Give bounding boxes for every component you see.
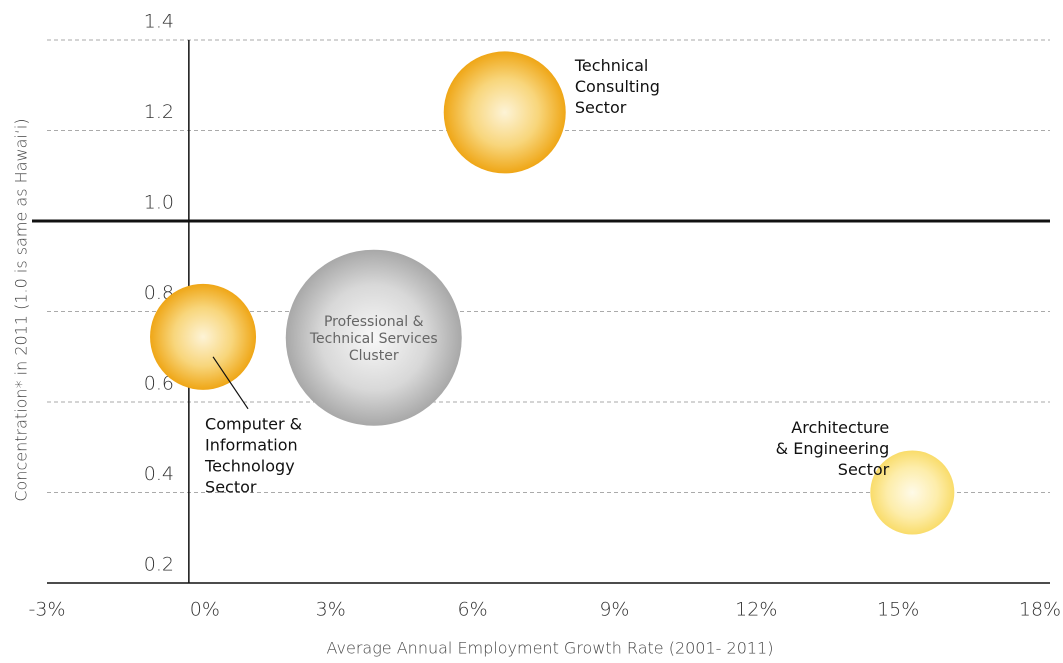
y-tick-label: 0.2 xyxy=(144,554,174,576)
bubble-label: Sector xyxy=(205,477,257,496)
y-tick-label: 0.8 xyxy=(144,282,174,304)
x-tick-label: 12% xyxy=(735,599,777,621)
bubble-label: Consulting xyxy=(575,77,660,96)
y-tick-label: 0.6 xyxy=(144,373,174,395)
bubble-label: Computer & xyxy=(205,414,302,433)
bubble-label: Professional & xyxy=(324,314,424,330)
x-tick-label: 18% xyxy=(1019,599,1061,621)
x-tick-label: 6% xyxy=(457,599,487,621)
x-tick-label: -3% xyxy=(29,599,66,621)
bubble-label: Sector xyxy=(838,460,890,479)
x-tick-label: 9% xyxy=(599,599,629,621)
bubble-label: Technical Services xyxy=(309,331,438,347)
bubble xyxy=(285,249,462,426)
bubble-label: Sector xyxy=(575,98,627,117)
bubble-label: Technology xyxy=(204,456,295,475)
bubble-label: Architecture xyxy=(791,418,889,437)
bubble-label: Cluster xyxy=(349,348,399,364)
bubble-label: Technical xyxy=(574,56,648,75)
y-tick-label: 1.2 xyxy=(144,101,174,123)
bubble xyxy=(870,450,955,535)
bubble xyxy=(150,283,257,390)
leader-line xyxy=(212,356,249,410)
x-tick-label: 15% xyxy=(877,599,919,621)
y-tick-label: 1.4 xyxy=(144,11,174,33)
x-tick-label: 3% xyxy=(316,599,346,621)
bubble-label: & Engineering xyxy=(776,439,890,458)
bubble-label: Information xyxy=(205,435,298,454)
y-tick-label: 0.4 xyxy=(144,463,174,485)
bubble xyxy=(443,51,566,174)
x-tick-label: 0% xyxy=(190,599,220,621)
y-axis-label: Concentration* in 2011 (1.0 is same as H… xyxy=(12,118,31,501)
y-tick-label: 1.0 xyxy=(144,192,174,214)
x-axis-label: Average Annual Employment Growth Rate (2… xyxy=(327,639,774,658)
